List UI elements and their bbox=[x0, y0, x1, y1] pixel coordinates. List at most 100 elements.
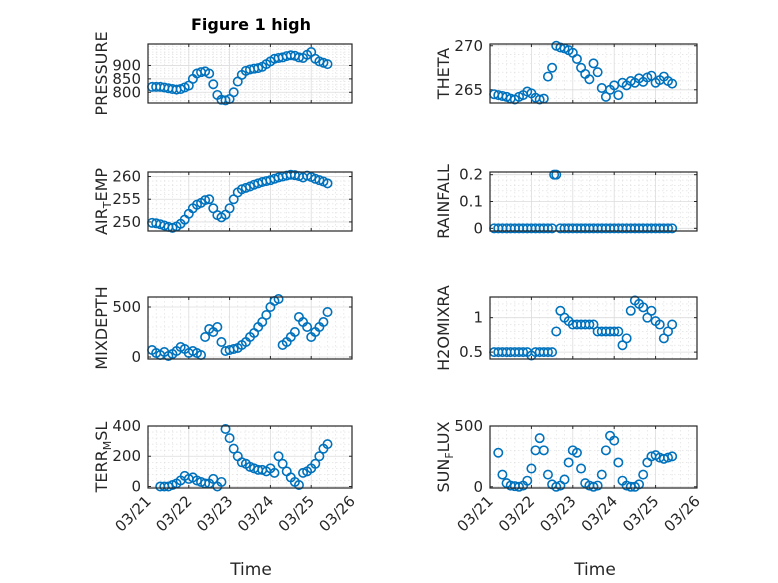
x-axis-label-right: Time bbox=[573, 560, 616, 580]
y-tick-label: 0.1 bbox=[459, 193, 483, 211]
plot-area bbox=[148, 426, 352, 488]
data-point bbox=[551, 169, 562, 180]
y-axis-label: SUNFLUX bbox=[434, 421, 456, 492]
y-axis-label-text: SUN bbox=[434, 459, 453, 493]
data-point bbox=[621, 333, 632, 344]
y-tick-label: 200 bbox=[112, 447, 141, 465]
y-tick-label: 0 bbox=[473, 478, 483, 496]
data-point bbox=[513, 481, 524, 492]
axes-frame bbox=[147, 171, 353, 232]
data-point bbox=[600, 91, 611, 102]
data-point bbox=[559, 474, 570, 485]
data-point bbox=[592, 67, 603, 78]
data-point bbox=[208, 79, 219, 90]
data-point bbox=[609, 435, 620, 446]
y-axis-label-text: THETA bbox=[434, 48, 453, 100]
data-point bbox=[592, 480, 603, 491]
data-point bbox=[318, 316, 329, 327]
data-point bbox=[493, 447, 504, 458]
axes-frame bbox=[489, 425, 698, 489]
y-tick-label: 900 bbox=[112, 56, 141, 74]
data-point bbox=[542, 469, 553, 480]
data-point bbox=[571, 53, 582, 64]
data-point bbox=[322, 306, 333, 317]
y-tick-label: 500 bbox=[112, 298, 141, 316]
data-point bbox=[584, 319, 595, 330]
y-axis-label: TERRMSL bbox=[92, 422, 114, 494]
data-point bbox=[293, 479, 304, 490]
data-point bbox=[613, 326, 624, 337]
data-point bbox=[654, 319, 665, 330]
data-point bbox=[613, 457, 624, 468]
data-point bbox=[518, 347, 529, 358]
data-point bbox=[228, 343, 239, 354]
y-tick-label: 1 bbox=[473, 309, 483, 327]
data-point bbox=[596, 469, 607, 480]
x-tick-label: 03/21 bbox=[454, 492, 497, 535]
data-point bbox=[224, 433, 235, 444]
x-tick-label: 03/26 bbox=[661, 492, 704, 535]
data-point bbox=[538, 445, 549, 456]
data-point bbox=[228, 443, 239, 454]
y-axis-label-text: PRESSURE bbox=[92, 31, 111, 115]
series-rainfall bbox=[489, 169, 678, 234]
data-point bbox=[638, 469, 649, 480]
y-axis-label-subscript: M bbox=[101, 441, 114, 451]
x-tick-label: 03/22 bbox=[495, 492, 538, 535]
y-axis-label-tail: LUX bbox=[434, 421, 453, 452]
y-axis-label-text: TERR bbox=[92, 450, 111, 493]
data-point bbox=[273, 293, 284, 304]
y-axis-label-subscript: T bbox=[101, 201, 114, 209]
y-axis-label-tail: SL bbox=[92, 422, 111, 441]
axes-frame bbox=[489, 296, 698, 360]
data-point bbox=[663, 223, 674, 234]
x-tick-label: 03/22 bbox=[152, 492, 195, 535]
x-tick-label: 03/24 bbox=[578, 492, 621, 535]
data-point bbox=[322, 59, 333, 70]
y-tick-label: 0 bbox=[131, 477, 141, 495]
x-tick-label: 03/21 bbox=[112, 492, 155, 535]
y-tick-label: 0 bbox=[131, 348, 141, 366]
data-point bbox=[667, 223, 678, 234]
y-tick-label: 0 bbox=[473, 219, 483, 237]
x-tick-label: 03/25 bbox=[275, 492, 318, 535]
data-point bbox=[522, 475, 533, 486]
data-point bbox=[289, 326, 300, 337]
y-axis-label: THETA bbox=[434, 48, 453, 100]
data-point bbox=[613, 90, 624, 101]
data-point bbox=[204, 194, 215, 205]
series-h2omixra bbox=[489, 295, 678, 361]
data-point bbox=[269, 467, 280, 478]
data-point bbox=[667, 319, 678, 330]
series-pressure bbox=[147, 47, 333, 106]
axes-frame bbox=[489, 171, 698, 232]
y-axis-label-subscript: F bbox=[443, 452, 456, 458]
x-tick-label: 03/25 bbox=[619, 492, 662, 535]
data-point bbox=[310, 458, 321, 469]
series-terr-msl bbox=[155, 424, 333, 492]
data-point bbox=[200, 331, 211, 342]
y-axis-label: PRESSURE bbox=[92, 31, 111, 115]
axes-frame bbox=[147, 43, 353, 104]
y-tick-label: 400 bbox=[112, 417, 141, 435]
y-tick-label: 250 bbox=[112, 213, 141, 231]
data-point bbox=[277, 458, 288, 469]
data-point bbox=[551, 326, 562, 337]
x-tick-label: 03/26 bbox=[316, 492, 359, 535]
data-point bbox=[667, 78, 678, 89]
data-point bbox=[667, 451, 678, 462]
data-point bbox=[547, 347, 558, 358]
axes-frame bbox=[489, 43, 698, 104]
data-point bbox=[534, 94, 545, 105]
x-tick-label: 03/23 bbox=[536, 492, 579, 535]
y-axis-label-text: H2OMIXRA bbox=[434, 285, 453, 371]
data-point bbox=[584, 74, 595, 85]
data-point bbox=[314, 451, 325, 462]
x-tick-label: 03/23 bbox=[193, 492, 236, 535]
